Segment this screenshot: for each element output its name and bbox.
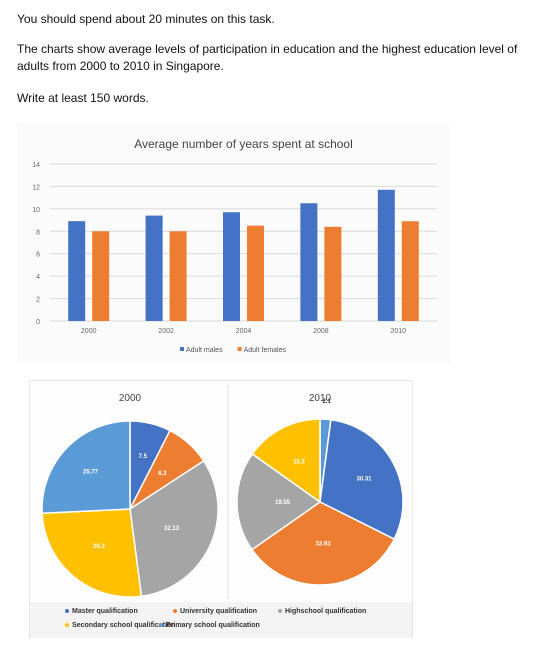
x-tick-label: 2002 bbox=[158, 328, 174, 335]
pie-legend-item: Highschool qualification bbox=[278, 608, 366, 615]
legend-dot-icon bbox=[65, 609, 69, 614]
x-tick-label: 2000 bbox=[81, 328, 97, 335]
pie-2000-data-label: 32.13 bbox=[164, 526, 180, 532]
pie-2000-data-label: 8.3 bbox=[158, 471, 167, 477]
bar-adult-females bbox=[92, 231, 110, 321]
pie-legend-label: Secondary school qualification bbox=[72, 622, 176, 629]
bar-adult-females bbox=[401, 221, 419, 321]
y-tick-label: 2 bbox=[36, 297, 40, 304]
bar-chart-panel: Average number of years spent at school 0… bbox=[17, 122, 450, 365]
bar-adult-males bbox=[377, 189, 395, 321]
bar-adult-females bbox=[247, 225, 264, 321]
pie-2010-slice-university-qualification bbox=[250, 501, 396, 586]
pie-legend-item: Secondary school qualification bbox=[65, 622, 175, 629]
task-word-count: Write at least 150 words. bbox=[17, 91, 149, 105]
legend-dot-icon bbox=[65, 623, 69, 628]
pie-legend-label: Master qualification bbox=[72, 608, 138, 615]
pie-legend: Master qualification University qualifica… bbox=[30, 602, 412, 638]
pie-2010-data-label: 2.1 bbox=[322, 399, 331, 405]
pie-legend-item: Master qualification bbox=[65, 608, 138, 615]
bar-adult-males bbox=[223, 212, 240, 321]
legend-dot-icon bbox=[278, 609, 282, 614]
bar-adult-females bbox=[169, 231, 187, 321]
pie-2010-data-label: 15.2 bbox=[293, 459, 305, 465]
pie-legend-label: University qualification bbox=[180, 608, 258, 615]
pie-legend-item: Primary school qualification bbox=[159, 622, 260, 629]
bar-adult-males bbox=[68, 221, 86, 321]
pie-2000-slice-primary-school-qualification bbox=[41, 420, 131, 515]
legend-swatch bbox=[180, 347, 184, 351]
pie-2010-slice-highschool-qualification bbox=[236, 452, 322, 551]
pie-legend-label: Highschool qualification bbox=[285, 608, 367, 615]
pie-charts-panel: 2000 7.5 8.3 32.13 26.3 25.77 2010 2.1 30.31 32.9… bbox=[29, 380, 413, 638]
bar-chart: Average number of years spent at school 0… bbox=[32, 137, 437, 354]
legend-dot-icon bbox=[159, 623, 163, 628]
pie-2010-data-label: 19.55 bbox=[275, 500, 291, 506]
legend-swatch bbox=[237, 347, 242, 351]
x-tick-label: 2008 bbox=[313, 328, 329, 335]
pie-2010-slice-master-qualification bbox=[319, 418, 404, 541]
x-tick-label: 2010 bbox=[391, 328, 407, 335]
y-tick-label: 8 bbox=[36, 229, 40, 236]
x-tick-label: 2004 bbox=[236, 328, 252, 335]
pie-legend-label: Primary school qualification bbox=[166, 622, 260, 629]
pie-2010-slice-secondary-school-qualification bbox=[251, 418, 321, 504]
task-description: The charts show average levels of partic… bbox=[17, 42, 518, 73]
pie-2000-slice-secondary-school-qualification bbox=[41, 508, 143, 598]
y-tick-label: 10 bbox=[32, 207, 40, 214]
pie-2000-slice-highschool-qualification bbox=[129, 459, 219, 598]
y-tick-label: 0 bbox=[36, 319, 40, 326]
bar-adult-males bbox=[300, 203, 318, 321]
task-instruction-time: You should spend about 20 minutes on thi… bbox=[17, 12, 275, 26]
bar-adult-females bbox=[324, 226, 342, 321]
y-tick-label: 14 bbox=[32, 162, 40, 169]
pie-2000-data-label: 26.3 bbox=[93, 544, 105, 550]
pie-2010-data-label: 30.31 bbox=[356, 477, 372, 483]
legend-dot-icon bbox=[173, 609, 177, 614]
legend-label: Adult males bbox=[186, 347, 223, 354]
pie-2010-title: 2010 bbox=[309, 393, 332, 404]
bar-chart-title: Average number of years spent at school bbox=[134, 137, 353, 151]
y-tick-label: 6 bbox=[36, 252, 40, 259]
bar-adult-males bbox=[145, 215, 163, 321]
y-tick-label: 12 bbox=[32, 184, 40, 191]
pie-2010-data-label: 32.93 bbox=[316, 541, 332, 547]
pie-2000-data-label: 7.5 bbox=[139, 454, 148, 460]
pie-2000-data-label: 25.77 bbox=[83, 469, 99, 475]
pie-2000-title: 2000 bbox=[119, 393, 142, 404]
pie-legend-item: University qualification bbox=[173, 608, 257, 615]
y-tick-label: 4 bbox=[36, 274, 40, 281]
legend-label: Adult females bbox=[244, 347, 287, 354]
